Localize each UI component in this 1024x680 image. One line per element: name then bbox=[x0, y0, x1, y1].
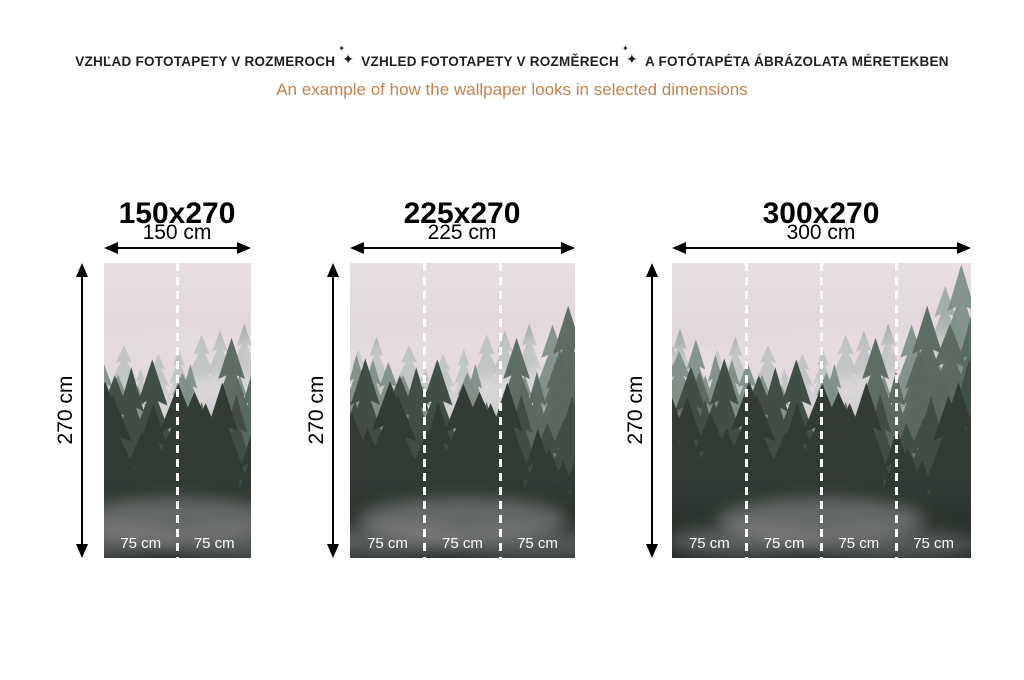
page-subtitle: An example of how the wallpaper looks in… bbox=[276, 80, 748, 99]
segment-width-label: 75 cm bbox=[193, 535, 235, 552]
arrowhead-up-icon bbox=[646, 263, 658, 277]
arrowhead-right-icon bbox=[237, 242, 251, 254]
segment-width-label: 75 cm bbox=[913, 535, 955, 552]
panel-title: 300x270 bbox=[762, 196, 880, 230]
segment-width-label: 75 cm bbox=[442, 535, 483, 552]
panel-divider-line bbox=[423, 263, 427, 558]
page-title: VZHĽAD FOTOTAPETY V ROZMEROCH ✦ ✦ VZHLED FO… bbox=[0, 44, 1024, 70]
arrowhead-down-icon bbox=[646, 544, 658, 558]
width-measurement-label: 225 cm bbox=[427, 221, 497, 244]
wallpaper-preview-image: 75 cm 75 cm bbox=[104, 263, 251, 558]
width-arrow bbox=[104, 242, 251, 254]
segment-width-label: 75 cm bbox=[763, 535, 805, 552]
panel-divider-line bbox=[820, 263, 823, 558]
segment-width-label: 75 cm bbox=[838, 535, 880, 552]
title-part-hu: A FOTÓTAPÉTA ÁBRÁZOLATA MÉRETEKBEN bbox=[645, 54, 949, 69]
height-arrow bbox=[327, 263, 339, 558]
width-measurement-label: 150 cm bbox=[142, 221, 212, 244]
segment-width-label: 75 cm bbox=[517, 535, 558, 552]
arrowhead-left-icon bbox=[350, 242, 364, 254]
segment-width-label: 75 cm bbox=[120, 535, 162, 552]
arrowhead-left-icon bbox=[672, 242, 686, 254]
height-measurement-label: 270 cm bbox=[54, 375, 77, 445]
height-arrow bbox=[646, 263, 658, 558]
panel-divider-line bbox=[894, 263, 898, 558]
panel-title: 150x270 bbox=[118, 196, 236, 230]
arrowhead-up-icon bbox=[327, 263, 339, 277]
panel-divider-line bbox=[176, 263, 179, 558]
width-arrow bbox=[672, 242, 971, 254]
width-arrow bbox=[350, 242, 575, 254]
panel-title: 225x270 bbox=[403, 196, 521, 230]
panel-divider-line bbox=[498, 263, 502, 558]
sparkle-icon: ✦ ✦ bbox=[622, 44, 638, 67]
title-part-sk: VZHĽAD FOTOTAPETY V ROZMEROCH bbox=[75, 54, 336, 69]
arrowhead-left-icon bbox=[104, 242, 118, 254]
arrowhead-down-icon bbox=[327, 544, 339, 558]
segment-width-label: 75 cm bbox=[688, 535, 730, 552]
panel-divider-line bbox=[745, 263, 749, 558]
width-measurement-label: 300 cm bbox=[786, 221, 856, 244]
wallpaper-preview-image: 75 cm 75 cm 75 cm 75 cm bbox=[672, 263, 971, 558]
arrowhead-up-icon bbox=[76, 263, 88, 277]
arrowhead-right-icon bbox=[957, 242, 971, 254]
sparkle-icon: ✦ ✦ bbox=[338, 44, 355, 67]
wallpaper-preview-image: 75 cm 75 cm 75 cm bbox=[350, 263, 575, 558]
arrowhead-down-icon bbox=[76, 544, 88, 558]
title-part-cz: VZHLED FOTOTAPETY V ROZMĚRECH bbox=[361, 54, 620, 69]
height-arrow bbox=[76, 263, 88, 558]
height-measurement-label: 270 cm bbox=[305, 375, 328, 445]
height-measurement-label: 270 cm bbox=[624, 375, 647, 445]
arrowhead-right-icon bbox=[561, 242, 575, 254]
segment-width-label: 75 cm bbox=[367, 535, 408, 552]
